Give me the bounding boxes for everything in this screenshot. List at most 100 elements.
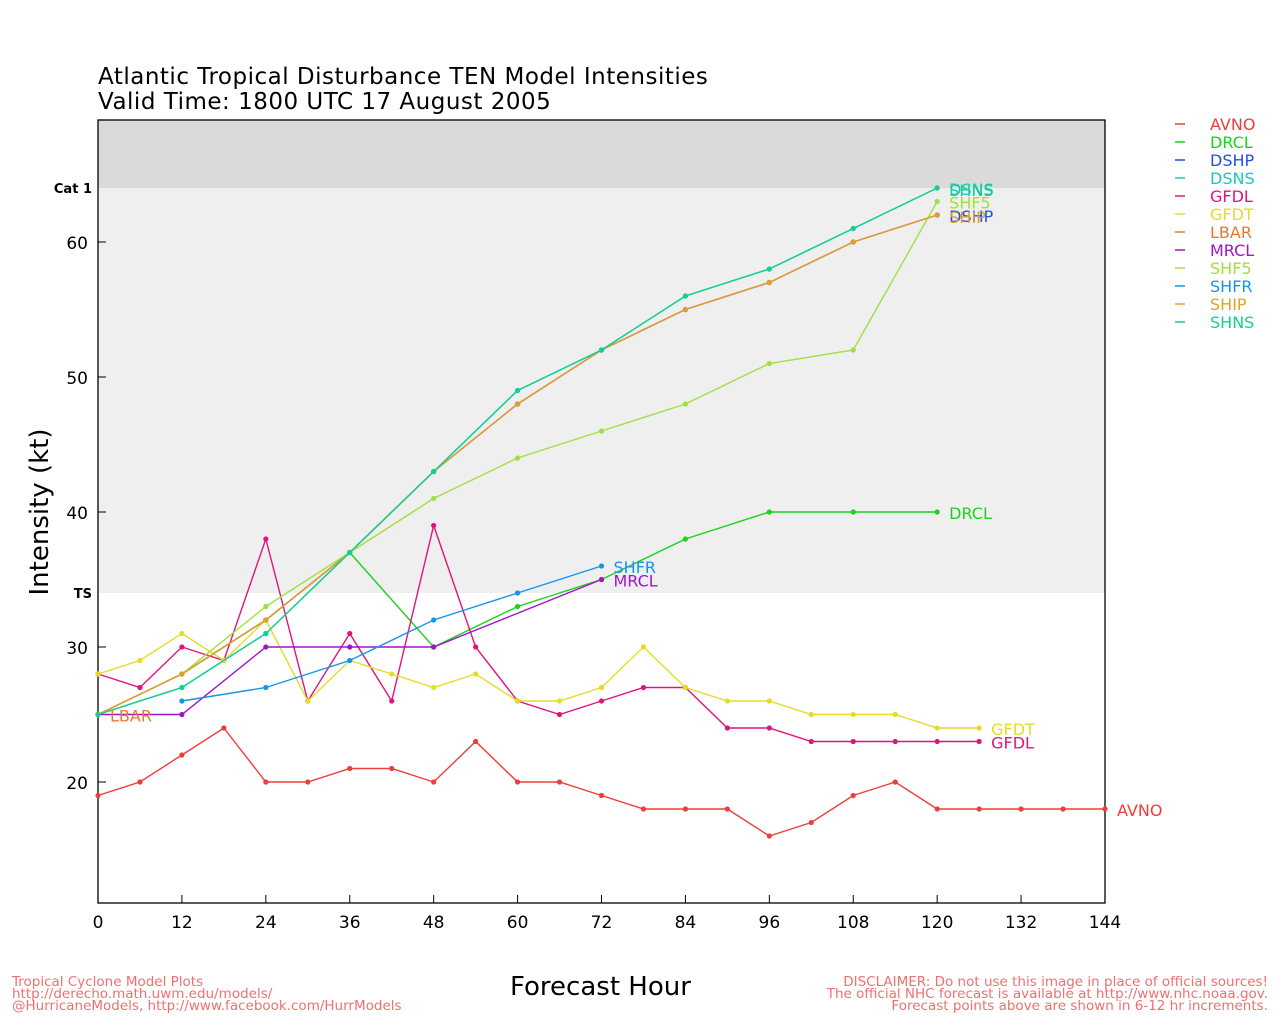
data-point-gfdl [389,698,395,704]
data-point-mrcl [431,644,437,650]
series-end-label: DRCL [949,504,992,523]
x-tick-label: 84 [675,913,697,933]
data-point-shns [431,468,437,475]
data-point-avno [514,779,521,785]
series-end-label: MRCL [614,572,658,591]
data-point-avno [95,792,101,799]
data-point-gfdt [389,671,395,677]
disclaimer-line: Forecast points above are shown in 6-12 … [891,998,1268,1014]
data-point-avno [976,806,982,812]
data-point-avno [1018,806,1024,812]
x-axis-title: Forecast Hour [510,972,691,1002]
x-tick-label: 132 [1005,913,1037,933]
data-point-gfdl [640,684,647,691]
data-point-shns [766,266,772,272]
data-point-gfdl [766,725,772,731]
data-point-avno [1102,806,1108,812]
data-point-avno [892,779,898,785]
x-tick-label: 108 [837,913,869,933]
data-point-drcl [766,509,772,515]
footer-credit-line: Tropical Cyclone Model Plots [12,974,204,990]
disclaimer-line: DISCLAIMER: Do not use this image in pla… [843,974,1268,990]
data-point-gfdt [934,725,940,731]
data-point-shf5 [514,455,521,461]
x-tick-label: 48 [423,913,445,933]
data-point-avno [179,752,185,758]
data-point-avno [263,779,269,785]
data-point-shf5 [682,401,689,407]
x-tick-label: 0 [93,913,104,933]
data-point-avno [473,738,479,745]
data-point-shf5 [598,428,605,434]
data-point-gfdt [850,711,856,718]
data-point-shf5 [766,360,772,367]
data-point-shns [682,293,689,299]
data-point-avno [640,806,647,812]
data-point-shfr [263,684,269,691]
data-point-gfdt [137,657,143,664]
data-point-gfdt [514,698,521,704]
series-end-label: SHNS [949,181,993,200]
series-line-gfdt [97,618,980,729]
data-point-gfdl [808,738,814,745]
data-point-shf5 [431,495,437,502]
legend-entry: GFDL [1210,187,1253,206]
data-point-gfdt [640,644,647,650]
data-point-shf5 [263,603,269,610]
data-point-gfdl [473,644,479,650]
data-point-drcl [514,603,521,610]
data-point-gfdt [95,671,101,677]
data-point-gfdl [724,725,730,731]
series-line-mrcl [98,578,602,716]
legend-entry: DSNS [1210,169,1255,188]
data-point-gfdt [556,698,563,704]
data-point-avno [221,725,227,731]
data-point-shf5 [850,347,856,353]
data-point-gfdl [850,738,856,745]
series-end-label: DSHP [949,207,994,226]
footer-disclaimer: DISCLAIMER: Do not use this image in pla… [827,974,1268,1014]
series-end-label: SHIP [949,208,986,227]
data-point-mrcl [179,711,185,718]
legend-entry: SHFR [1210,277,1253,296]
legend-entry: GFDT [1210,205,1254,224]
y-tick-label: 40 [66,504,88,524]
footer-credit-line: http://derecho.math.uwm.edu/models/ [12,986,273,1002]
data-point-avno [724,806,730,812]
legend-entry: SHF5 [1210,259,1252,278]
legend-entry: MRCL [1210,241,1254,260]
y-axis-title: Intensity (kt) [25,428,55,596]
data-point-gfdt [892,711,898,718]
data-point-gfdl [976,738,982,745]
chart-title: Atlantic Tropical Disturbance TEN Model … [98,64,709,90]
data-point-ship [934,212,940,218]
data-point-ship [263,617,269,623]
data-point-drcl [850,509,856,515]
data-point-gfdt [305,698,311,704]
data-point-avno [1060,806,1066,812]
data-point-shns [598,347,605,353]
data-point-gfdt [431,684,437,691]
series-line-gfdl [97,523,980,743]
legend-entry: DRCL [1210,133,1253,152]
footer-credits: Tropical Cyclone Model Plots http://dere… [12,974,402,1013]
data-point-mrcl [263,644,269,650]
series-end-label: GFDT [991,720,1035,739]
series-end-label: GFDL [991,734,1034,753]
data-point-avno [598,792,605,799]
y-tick-label: 20 [66,774,88,794]
series-line-shfr [181,565,602,702]
data-point-gfdt [473,671,479,677]
data-point-mrcl [347,644,353,650]
data-point-gfdl [892,738,898,745]
data-point-shns [179,684,185,691]
legend-entry: DSHP [1210,151,1255,170]
data-point-gfdl [179,644,185,650]
data-point-shfr [179,698,185,704]
category-label: Cat 1 [54,182,92,197]
data-point-avno [389,765,395,772]
data-point-avno [347,765,353,772]
data-point-gfdl [431,522,437,529]
x-tick-label: 36 [339,913,361,933]
x-tick-label: 144 [1089,913,1121,933]
